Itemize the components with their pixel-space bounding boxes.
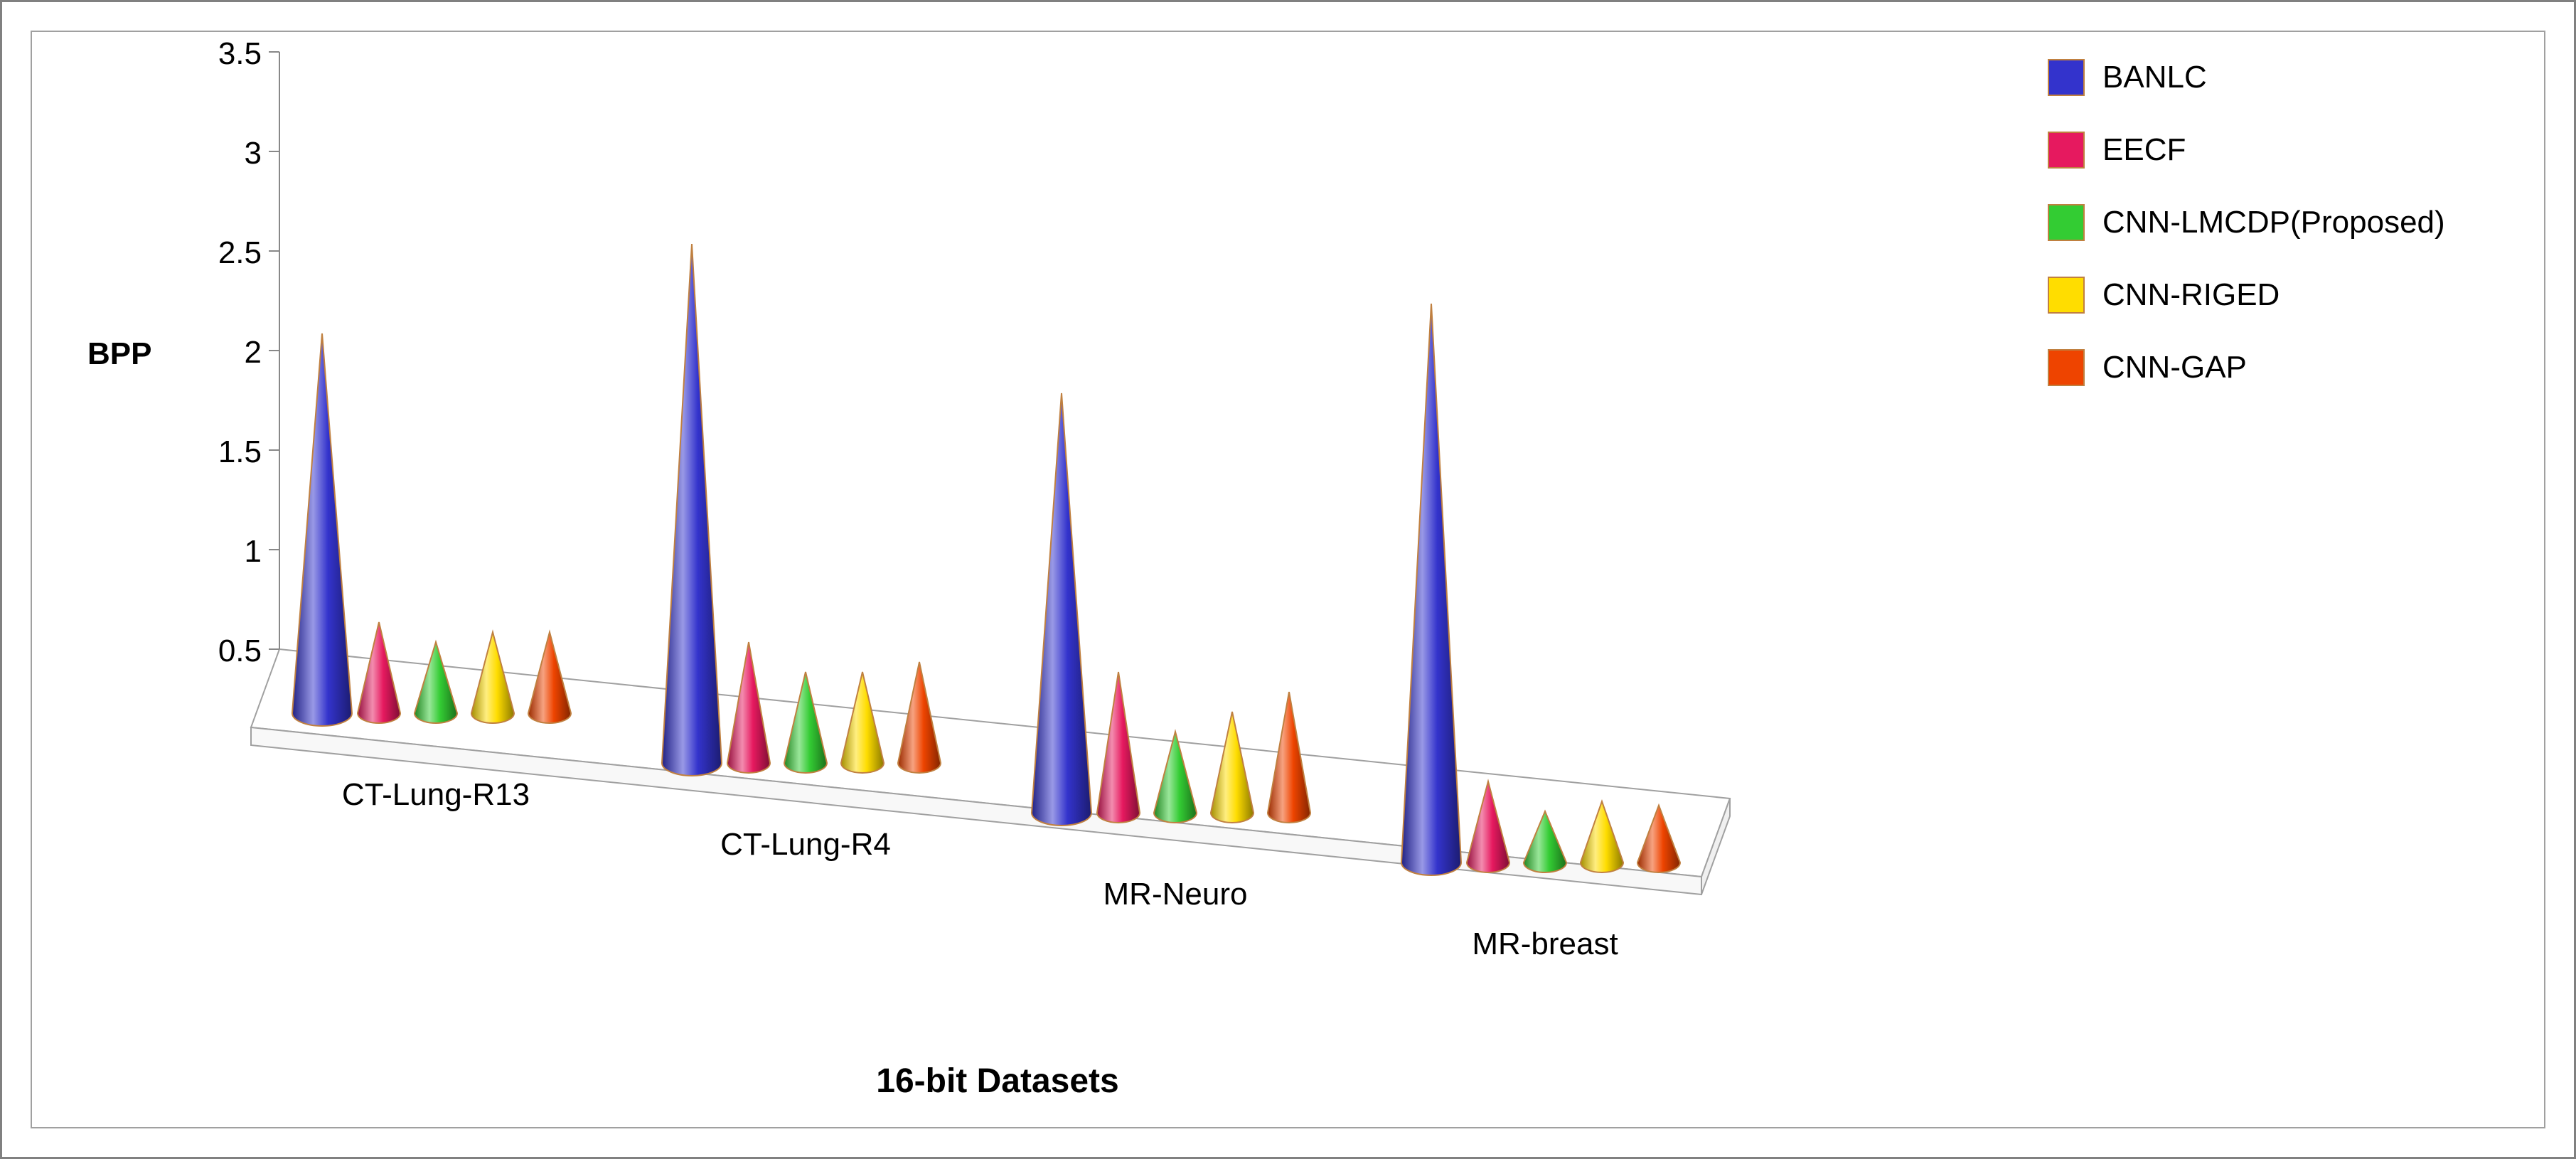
cone-3-0 bbox=[1401, 304, 1461, 875]
x-category-label: MR-breast bbox=[1421, 926, 1669, 962]
cone-0-0 bbox=[292, 333, 352, 726]
y-tick-label: 1.5 bbox=[176, 434, 262, 470]
y-tick-label: 1 bbox=[176, 534, 262, 570]
y-tick-label: 3.5 bbox=[176, 36, 262, 72]
y-tick-label: 2 bbox=[176, 335, 262, 370]
cone-1-0 bbox=[662, 244, 722, 776]
y-axis-label: BPP bbox=[87, 336, 151, 372]
legend-item: EECF bbox=[2048, 132, 2489, 169]
chart-container: 0.5 1 1.5 2 2.5 3 3.5 BPP CT-Lung-R13 CT-Lung-R… bbox=[0, 0, 2576, 1159]
legend-item: CNN-RIGED bbox=[2048, 277, 2489, 314]
legend-label: BANLC bbox=[2102, 60, 2207, 95]
y-tick-label: 2.5 bbox=[176, 235, 262, 271]
chart-svg bbox=[144, 59, 1780, 983]
legend-label: CNN-RIGED bbox=[2102, 277, 2280, 313]
legend-label: EECF bbox=[2102, 132, 2186, 168]
x-category-label: CT-Lung-R13 bbox=[311, 777, 560, 813]
legend-marker bbox=[2048, 132, 2085, 169]
x-axis-title: 16-bit Datasets bbox=[784, 1062, 1211, 1101]
legend-item: BANLC bbox=[2048, 59, 2489, 96]
y-tick-label: 3 bbox=[176, 136, 262, 171]
y-tick-label: 0.5 bbox=[176, 634, 262, 669]
x-category-label: CT-Lung-R4 bbox=[681, 827, 930, 862]
legend-marker bbox=[2048, 59, 2085, 96]
legend-item: CNN-GAP bbox=[2048, 349, 2489, 386]
legend-label: CNN-GAP bbox=[2102, 350, 2247, 385]
legend: BANLC EECF CNN-LMCDP(Proposed) CNN-RIGED CNN… bbox=[2048, 59, 2489, 422]
legend-item: CNN-LMCDP(Proposed) bbox=[2048, 204, 2489, 241]
legend-marker bbox=[2048, 204, 2085, 241]
cone-2-0 bbox=[1032, 393, 1091, 826]
legend-marker bbox=[2048, 277, 2085, 314]
x-category-label: MR-Neuro bbox=[1051, 877, 1300, 912]
legend-label: CNN-LMCDP(Proposed) bbox=[2102, 205, 2445, 240]
legend-marker bbox=[2048, 349, 2085, 386]
